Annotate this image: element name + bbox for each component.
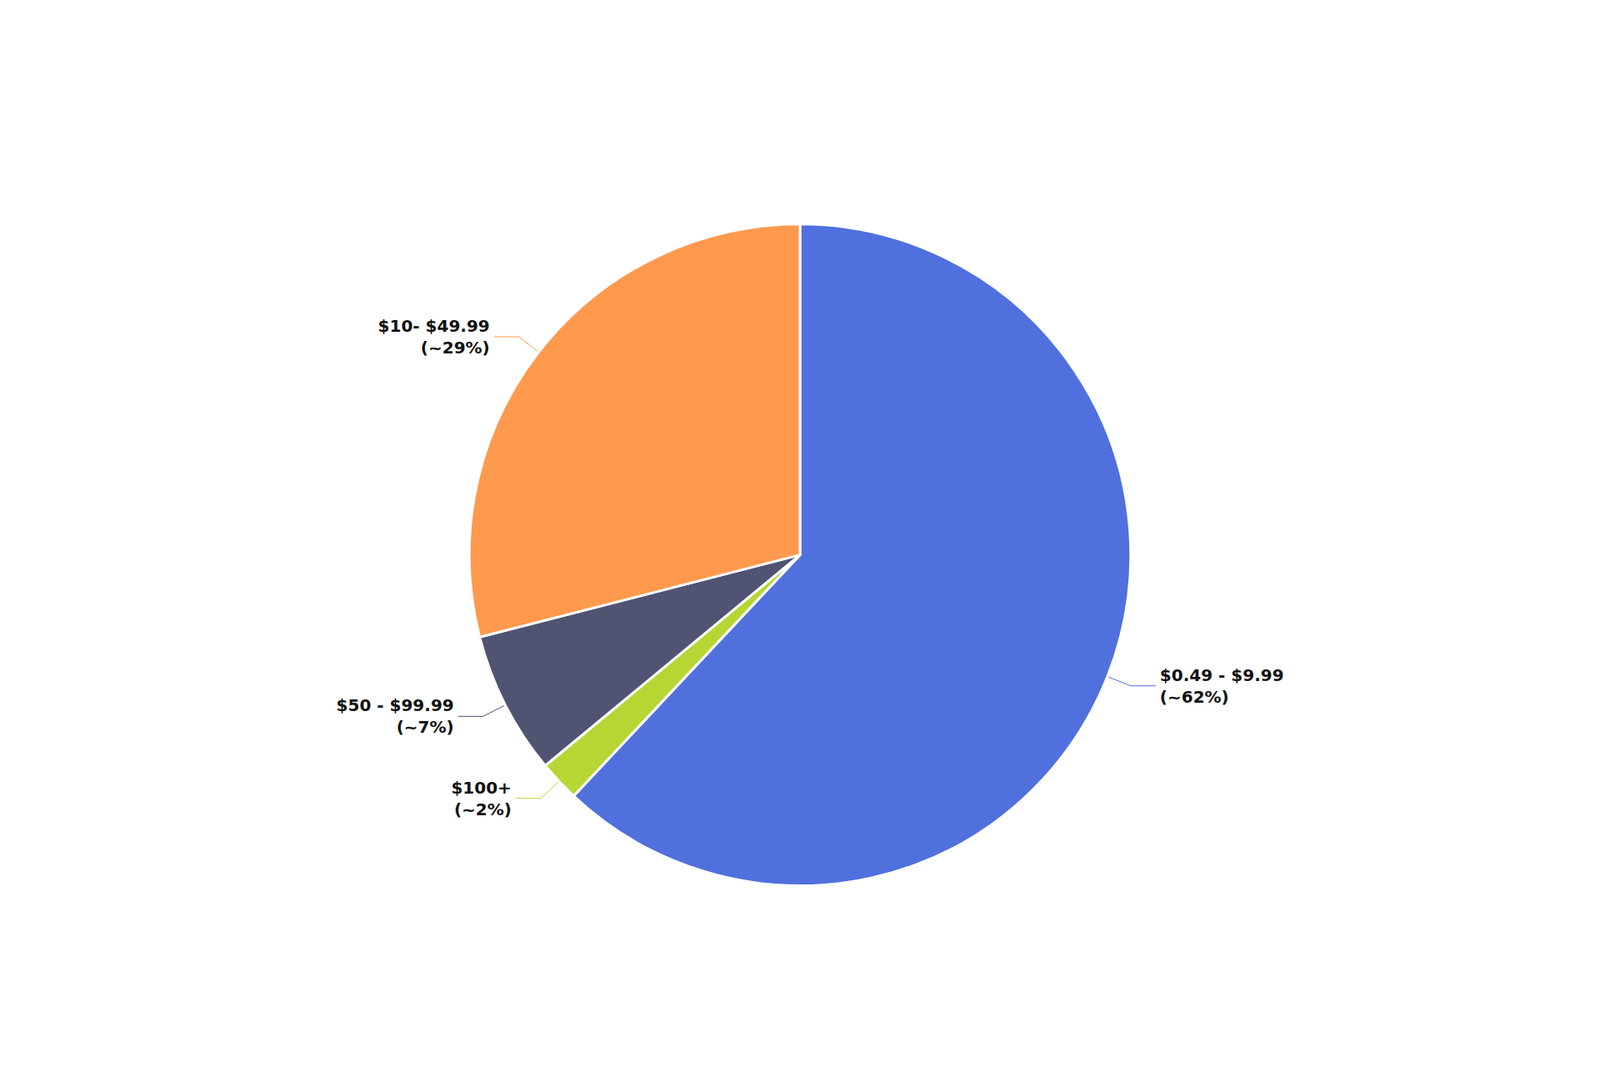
svg-text:(~2%): (~2%) — [454, 799, 512, 820]
svg-text:(~62%): (~62%) — [1160, 686, 1230, 707]
svg-text:$100+: $100+ — [450, 777, 511, 798]
svg-text:$0.49 - $9.99: $0.49 - $9.99 — [1160, 665, 1285, 685]
svg-text:(~7%): (~7%) — [396, 716, 455, 737]
svg-text:(~29%): (~29%) — [420, 337, 490, 358]
svg-text:$50 - $99.99: $50 - $99.99 — [336, 695, 455, 715]
svg-text:$10- $49.99: $10- $49.99 — [378, 315, 490, 336]
